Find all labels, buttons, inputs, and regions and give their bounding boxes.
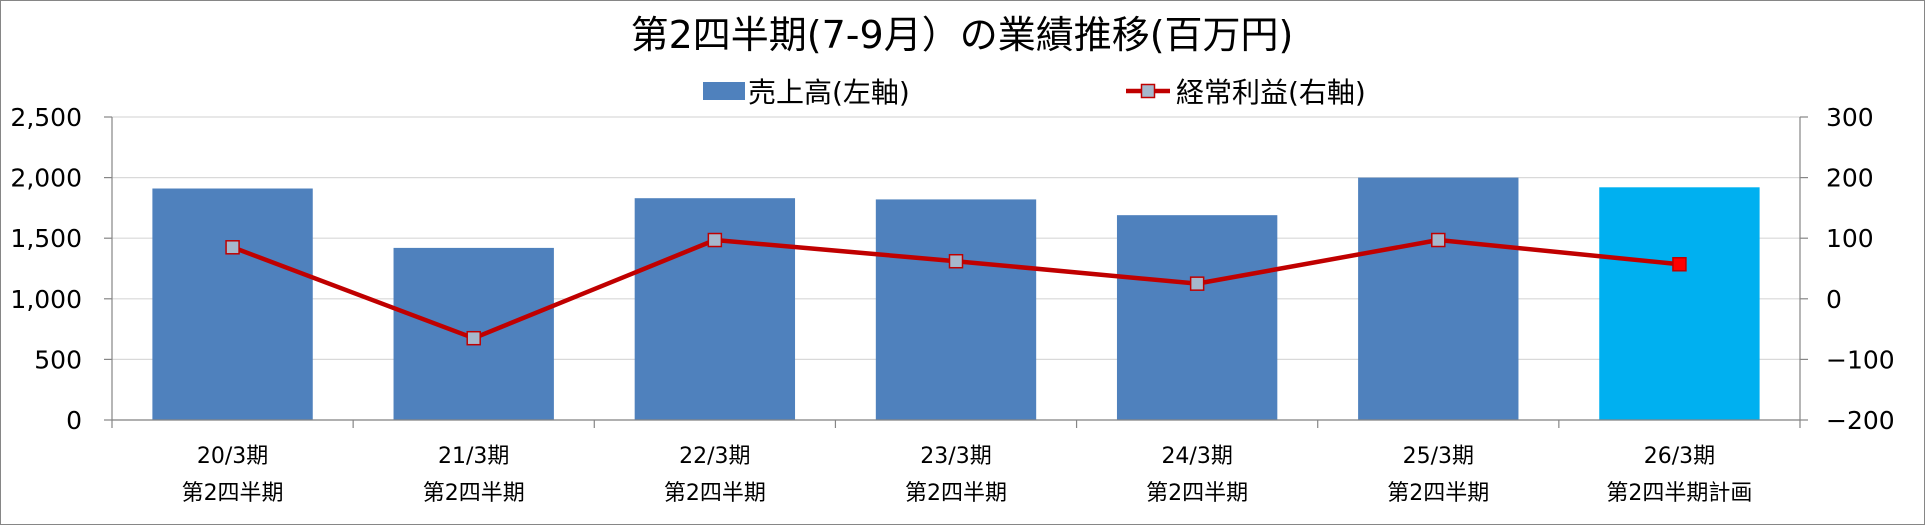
x-tick-label: 22/3期 — [679, 444, 750, 469]
legend-line-marker — [1140, 83, 1156, 99]
left-tick-label: 2,500 — [10, 103, 82, 132]
chart-title: 第2四半期(7-9月）の業績推移(百万円) — [631, 13, 1294, 57]
x-tick-label: 第2四半期 — [905, 481, 1007, 506]
x-tick-label: 25/3期 — [1403, 444, 1474, 469]
profit-marker — [225, 240, 240, 255]
profit-marker — [1431, 232, 1446, 248]
x-tick-label: 第2四半期 — [664, 481, 766, 506]
x-tick-label: 21/3期 — [438, 444, 509, 469]
left-tick-label: 0 — [66, 406, 82, 435]
x-tick-label: 第2四半期 — [1146, 481, 1248, 506]
profit-marker — [1189, 276, 1205, 291]
y-axis-labels: 0 500 1,000 1,500 2,000 2,500 −200 −100 0 100 200 3… — [10, 103, 1894, 435]
x-tick-label: 第2四半期計画 — [1606, 481, 1752, 506]
left-tick-label: 500 — [34, 345, 82, 374]
left-tick-label: 1,500 — [10, 224, 82, 253]
profit-marker — [948, 253, 964, 269]
axes — [104, 116, 1808, 428]
bar — [1116, 215, 1278, 420]
profit-marker — [466, 330, 481, 346]
profit-marker — [1672, 257, 1687, 272]
bar — [634, 198, 796, 420]
legend-bar-swatch — [703, 82, 745, 100]
x-tick-label: 20/3期 — [197, 444, 268, 469]
legend: 売上高(左軸) 経常利益(右軸) — [703, 76, 1366, 109]
right-tick-label: −100 — [1826, 345, 1895, 374]
legend-label-sales: 売上高(左軸) — [748, 76, 910, 109]
x-tick-label: 第2四半期 — [423, 481, 525, 506]
legend-label-profit: 経常利益(右軸) — [1176, 76, 1366, 109]
bar — [1599, 187, 1760, 420]
bar — [152, 188, 313, 420]
bar — [875, 199, 1037, 420]
x-tick-label: 23/3期 — [920, 444, 991, 469]
x-tick-label: 26/3期 — [1644, 444, 1715, 469]
right-tick-label: 300 — [1826, 103, 1874, 132]
right-tick-label: 200 — [1826, 164, 1874, 193]
bar — [1358, 177, 1519, 420]
profit-marker — [707, 232, 723, 248]
line-series — [225, 232, 1687, 346]
right-tick-label: 0 — [1826, 285, 1842, 314]
left-tick-label: 2,000 — [10, 164, 82, 193]
x-tick-label: 第2四半期 — [182, 481, 284, 506]
x-tick-label: 24/3期 — [1161, 444, 1232, 469]
bar-series — [152, 177, 1760, 420]
x-tick-label: 第2四半期 — [1387, 481, 1489, 506]
right-tick-label: −200 — [1826, 406, 1895, 435]
right-tick-label: 100 — [1826, 224, 1874, 253]
left-tick-label: 1,000 — [10, 285, 82, 314]
